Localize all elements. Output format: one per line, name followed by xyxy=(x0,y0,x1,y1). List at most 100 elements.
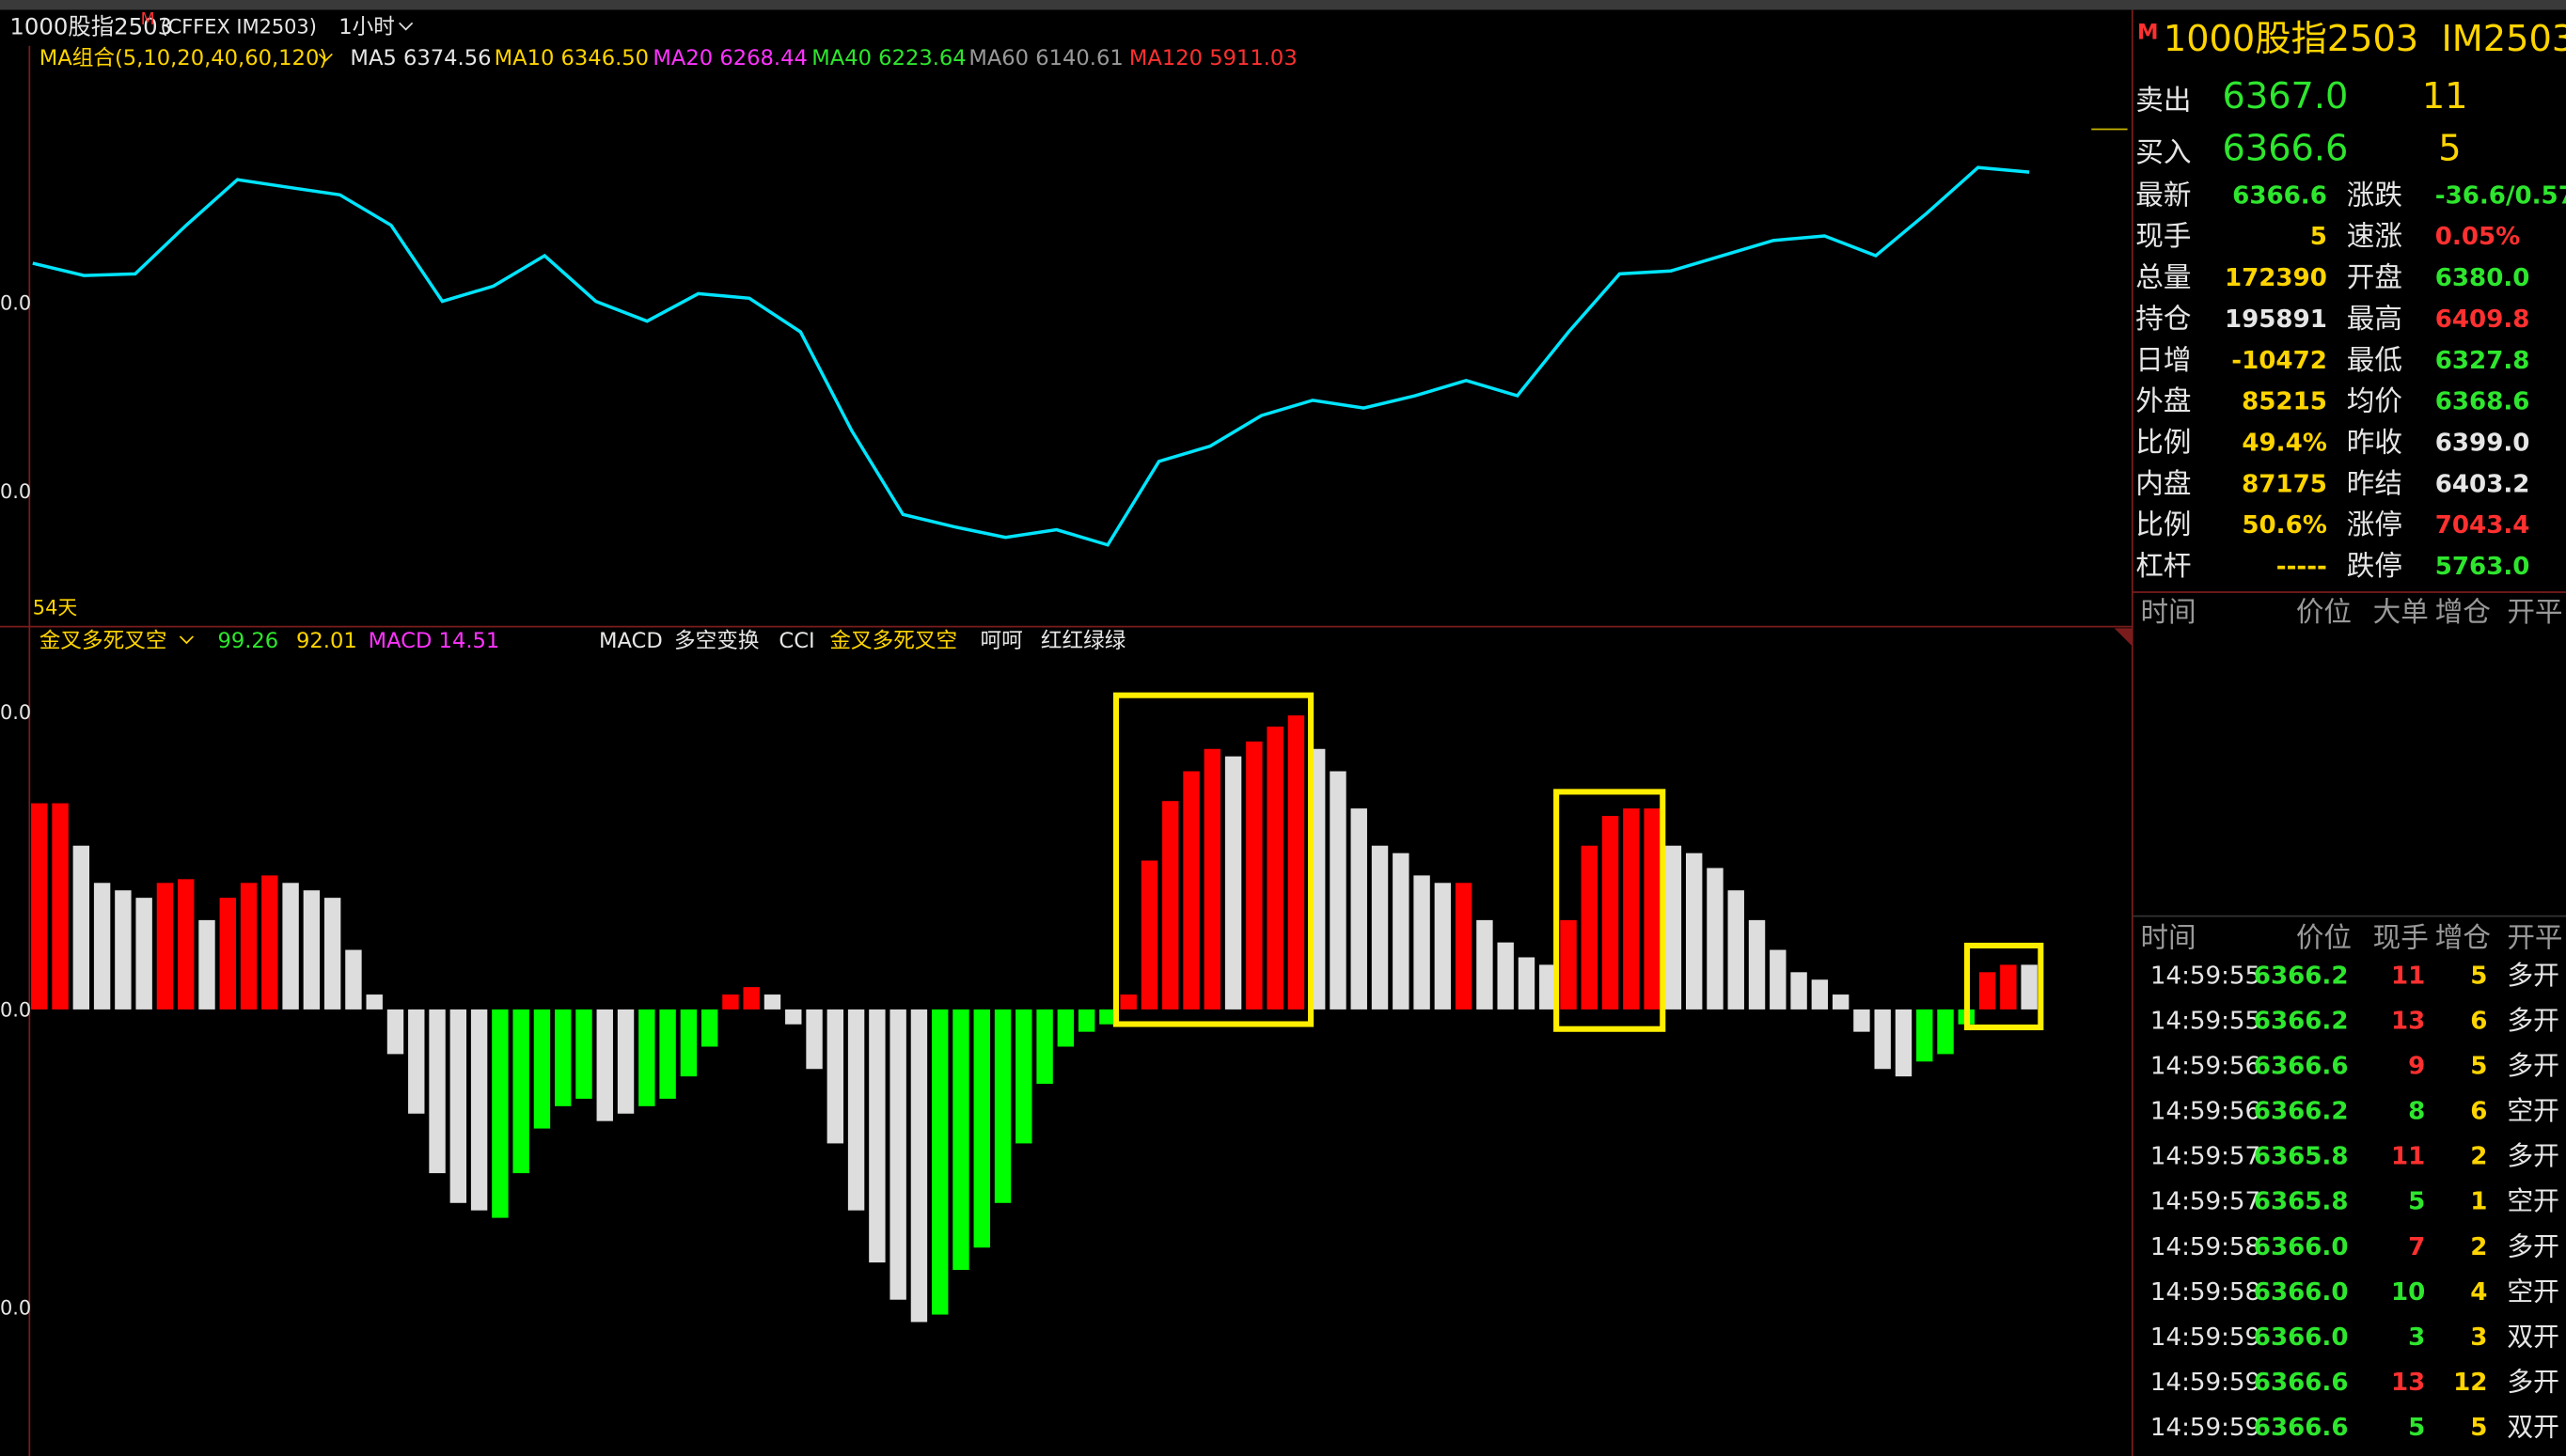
trade-time: 14:59:57 xyxy=(2150,1188,2260,1216)
ask-size: 11 xyxy=(2422,75,2468,117)
macd-bar xyxy=(240,883,258,1010)
macd-bar xyxy=(659,1009,676,1099)
macd-bar xyxy=(1246,741,1263,1010)
ma-item: MA60 6140.61 xyxy=(968,46,1123,70)
macd-bar xyxy=(617,1009,635,1114)
macd-bar xyxy=(764,994,781,1010)
tab[interactable]: 红红绿绿 xyxy=(1041,629,1126,653)
macd-bar xyxy=(826,1009,844,1144)
indicator-label[interactable]: 金叉多死叉空 xyxy=(39,629,167,653)
column-header: 增仓 xyxy=(2435,922,2491,954)
trade-oi: 5 xyxy=(2470,963,2487,991)
tab[interactable]: MACD xyxy=(599,629,663,653)
macd-bar xyxy=(1685,853,1703,1010)
macd-bar xyxy=(722,994,739,1010)
column-header: 价位 xyxy=(2296,596,2352,628)
tab[interactable]: 金叉多死叉空 xyxy=(829,629,957,653)
period[interactable]: 1小时 xyxy=(338,15,395,39)
trade-size: 5 xyxy=(2408,1414,2425,1442)
trade-price: 6366.6 xyxy=(2254,1414,2349,1442)
tab[interactable]: CCI xyxy=(779,629,814,653)
macd-bar xyxy=(115,890,132,1010)
macd-bar xyxy=(72,845,90,1010)
trade-size: 13 xyxy=(2391,1008,2425,1036)
trade-price: 6366.2 xyxy=(2254,1008,2349,1036)
ma-label[interactable]: MA组合(5,10,20,40,60,120) xyxy=(39,46,327,70)
macd-bar xyxy=(408,1009,425,1114)
top-strip xyxy=(0,0,2566,10)
stat-value: 195891 xyxy=(2225,305,2327,334)
macd-bar xyxy=(952,1009,969,1271)
trade-price: 6366.2 xyxy=(2254,1098,2349,1126)
macd-bar xyxy=(596,1009,613,1121)
stat-value: 6368.6 xyxy=(2435,388,2530,416)
trade-time: 14:59:56 xyxy=(2150,1098,2260,1126)
macd-bar xyxy=(135,898,152,1010)
stat-value: 6409.8 xyxy=(2435,305,2530,334)
stat-label: 开盘 xyxy=(2347,261,2402,293)
dropdown-icon[interactable] xyxy=(179,635,194,645)
macd-bar xyxy=(743,987,760,1010)
highlight-box xyxy=(1963,942,2044,1031)
axis-label: 0.0 xyxy=(0,999,31,1022)
column-header: 现手 xyxy=(2373,922,2429,954)
stat-label: 均价 xyxy=(2347,385,2402,417)
stat-value: 6327.8 xyxy=(2435,347,2530,375)
macd-bar xyxy=(638,1009,655,1106)
stat-label: 外盘 xyxy=(2135,385,2191,417)
macd-bar xyxy=(1539,964,1556,1010)
tab[interactable]: 呵呵 xyxy=(981,629,1023,653)
macd-bar xyxy=(282,883,299,1010)
axis-label: 0.0 xyxy=(0,292,31,315)
macd-bar xyxy=(869,1009,886,1263)
macd-bar xyxy=(1895,1009,1913,1077)
stat-value: 87175 xyxy=(2242,470,2327,498)
trade-oi: 2 xyxy=(2470,1233,2487,1261)
stat-value: 5 xyxy=(2310,223,2327,251)
macd-bar xyxy=(1162,801,1179,1010)
days: 54天 xyxy=(33,596,78,618)
trade-type: 双开 xyxy=(2507,1321,2559,1352)
trade-oi: 2 xyxy=(2470,1143,2487,1171)
stat-label: 总量 xyxy=(2135,261,2191,293)
exchange[interactable]: (CFFEX IM2503) xyxy=(161,16,317,39)
stat-value: 0.05% xyxy=(2435,223,2521,251)
trade-price: 6366.6 xyxy=(2254,1053,2349,1081)
macd-bar xyxy=(932,1009,949,1315)
macd-bar xyxy=(1664,845,1682,1010)
stat-label: 现手 xyxy=(2135,220,2191,252)
trade-type: 空开 xyxy=(2507,1095,2559,1126)
flag: M xyxy=(2137,20,2159,44)
macd-bar xyxy=(449,1009,467,1203)
trade-time: 14:59:59 xyxy=(2150,1369,2260,1397)
tab[interactable]: 多空变换 xyxy=(674,629,759,653)
stat-label: 昨收 xyxy=(2347,427,2402,459)
macd-bar xyxy=(575,1009,592,1099)
trade-time: 14:59:55 xyxy=(2150,1008,2260,1036)
macd-bar xyxy=(806,1009,823,1070)
macd-bar xyxy=(1393,853,1409,1010)
trade-type: 双开 xyxy=(2507,1411,2559,1442)
trade-time: 14:59:58 xyxy=(2150,1278,2260,1307)
ma-item: MA20 6268.44 xyxy=(653,46,807,70)
trade-time: 14:59:56 xyxy=(2150,1053,2260,1081)
macd-bar xyxy=(303,890,321,1010)
macd-bar xyxy=(2000,964,2017,1010)
macd-bar xyxy=(1811,979,1829,1010)
macd-bar xyxy=(555,1009,572,1106)
dropdown-icon[interactable] xyxy=(318,53,333,62)
bid-label: 买入 xyxy=(2135,136,2191,168)
trade-size: 8 xyxy=(2408,1098,2425,1126)
trade-price: 6366.0 xyxy=(2254,1323,2349,1352)
stat-value: 85215 xyxy=(2242,388,2327,416)
indicator-value: 92.01 xyxy=(296,629,357,653)
dropdown-icon[interactable] xyxy=(399,22,414,31)
stat-label: 涨停 xyxy=(2347,509,2402,540)
trade-oi: 6 xyxy=(2470,1008,2487,1036)
ma-item: MA5 6374.56 xyxy=(350,46,491,70)
macd-bar xyxy=(345,949,362,1010)
stat-label: 涨跌 xyxy=(2347,179,2402,211)
bid-price: 6366.6 xyxy=(2223,128,2349,170)
trade-type: 多开 xyxy=(2507,1140,2559,1171)
